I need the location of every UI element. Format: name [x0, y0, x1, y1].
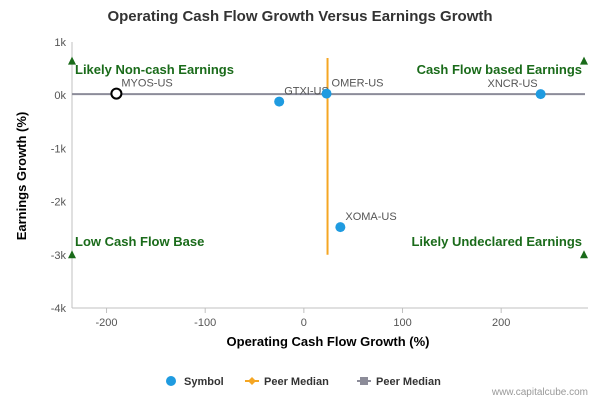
y-tick-label: 0k: [54, 90, 66, 102]
legend-label: Peer Median: [264, 376, 329, 388]
x-tick-label: 100: [393, 317, 411, 329]
y-tick-label: -4k: [51, 303, 67, 315]
x-tick-label: 200: [492, 317, 510, 329]
quadrant-label-top-left: Likely Non-cash Earnings: [75, 62, 234, 77]
quadrant-label-top-right: Cash Flow based Earnings: [417, 62, 582, 77]
data-point: [321, 88, 332, 99]
legend-label: Peer Median: [376, 376, 441, 388]
legend-symbol-marker: [166, 376, 176, 386]
legend-square-marker: [360, 377, 368, 385]
data-point-label: XOMA-US: [345, 211, 396, 223]
y-tick-label: 1k: [54, 37, 66, 49]
y-tick-label: -2k: [51, 197, 67, 209]
x-axis-title: Operating Cash Flow Growth (%): [227, 334, 430, 349]
axes: -200 -100 0 100 200 1k 0k -1k -2k -3k -4k: [51, 37, 588, 329]
legend-diamond-marker: [248, 377, 256, 385]
x-tick-label: -100: [194, 317, 216, 329]
data-point-label: GTXI-US: [284, 86, 329, 98]
quadrant-markers: Likely Non-cash Earnings Cash Flow based …: [68, 56, 588, 259]
data-point-label: OMER-US: [332, 78, 384, 90]
legend-label: Symbol: [184, 376, 224, 388]
quadrant-triangle-marker: [580, 56, 588, 65]
quadrant-triangle-marker: [580, 250, 588, 259]
credit-text: www.capitalcube.com: [491, 387, 588, 398]
data-point-label: MYOS-US: [121, 78, 172, 90]
quadrant-triangle-marker: [68, 250, 76, 259]
data-point: [335, 222, 346, 233]
x-tick-label: 0: [301, 317, 307, 329]
data-point: [274, 96, 285, 107]
y-axis-title: Earnings Growth (%): [14, 112, 29, 241]
legend: Symbol Peer Median Peer Median: [166, 376, 441, 388]
y-tick-label: -3k: [51, 250, 67, 262]
quadrant-triangle-marker: [68, 56, 76, 65]
quadrant-label-bottom-right: Likely Undeclared Earnings: [411, 234, 582, 249]
chart-title: Operating Cash Flow Growth Versus Earnin…: [107, 8, 492, 25]
data-point: [110, 87, 123, 100]
data-point-label: XNCR-US: [488, 78, 538, 90]
x-tick-label: -200: [96, 317, 118, 329]
data-point: [535, 89, 546, 100]
y-tick-label: -1k: [51, 143, 67, 155]
quadrant-label-bottom-left: Low Cash Flow Base: [75, 234, 204, 249]
